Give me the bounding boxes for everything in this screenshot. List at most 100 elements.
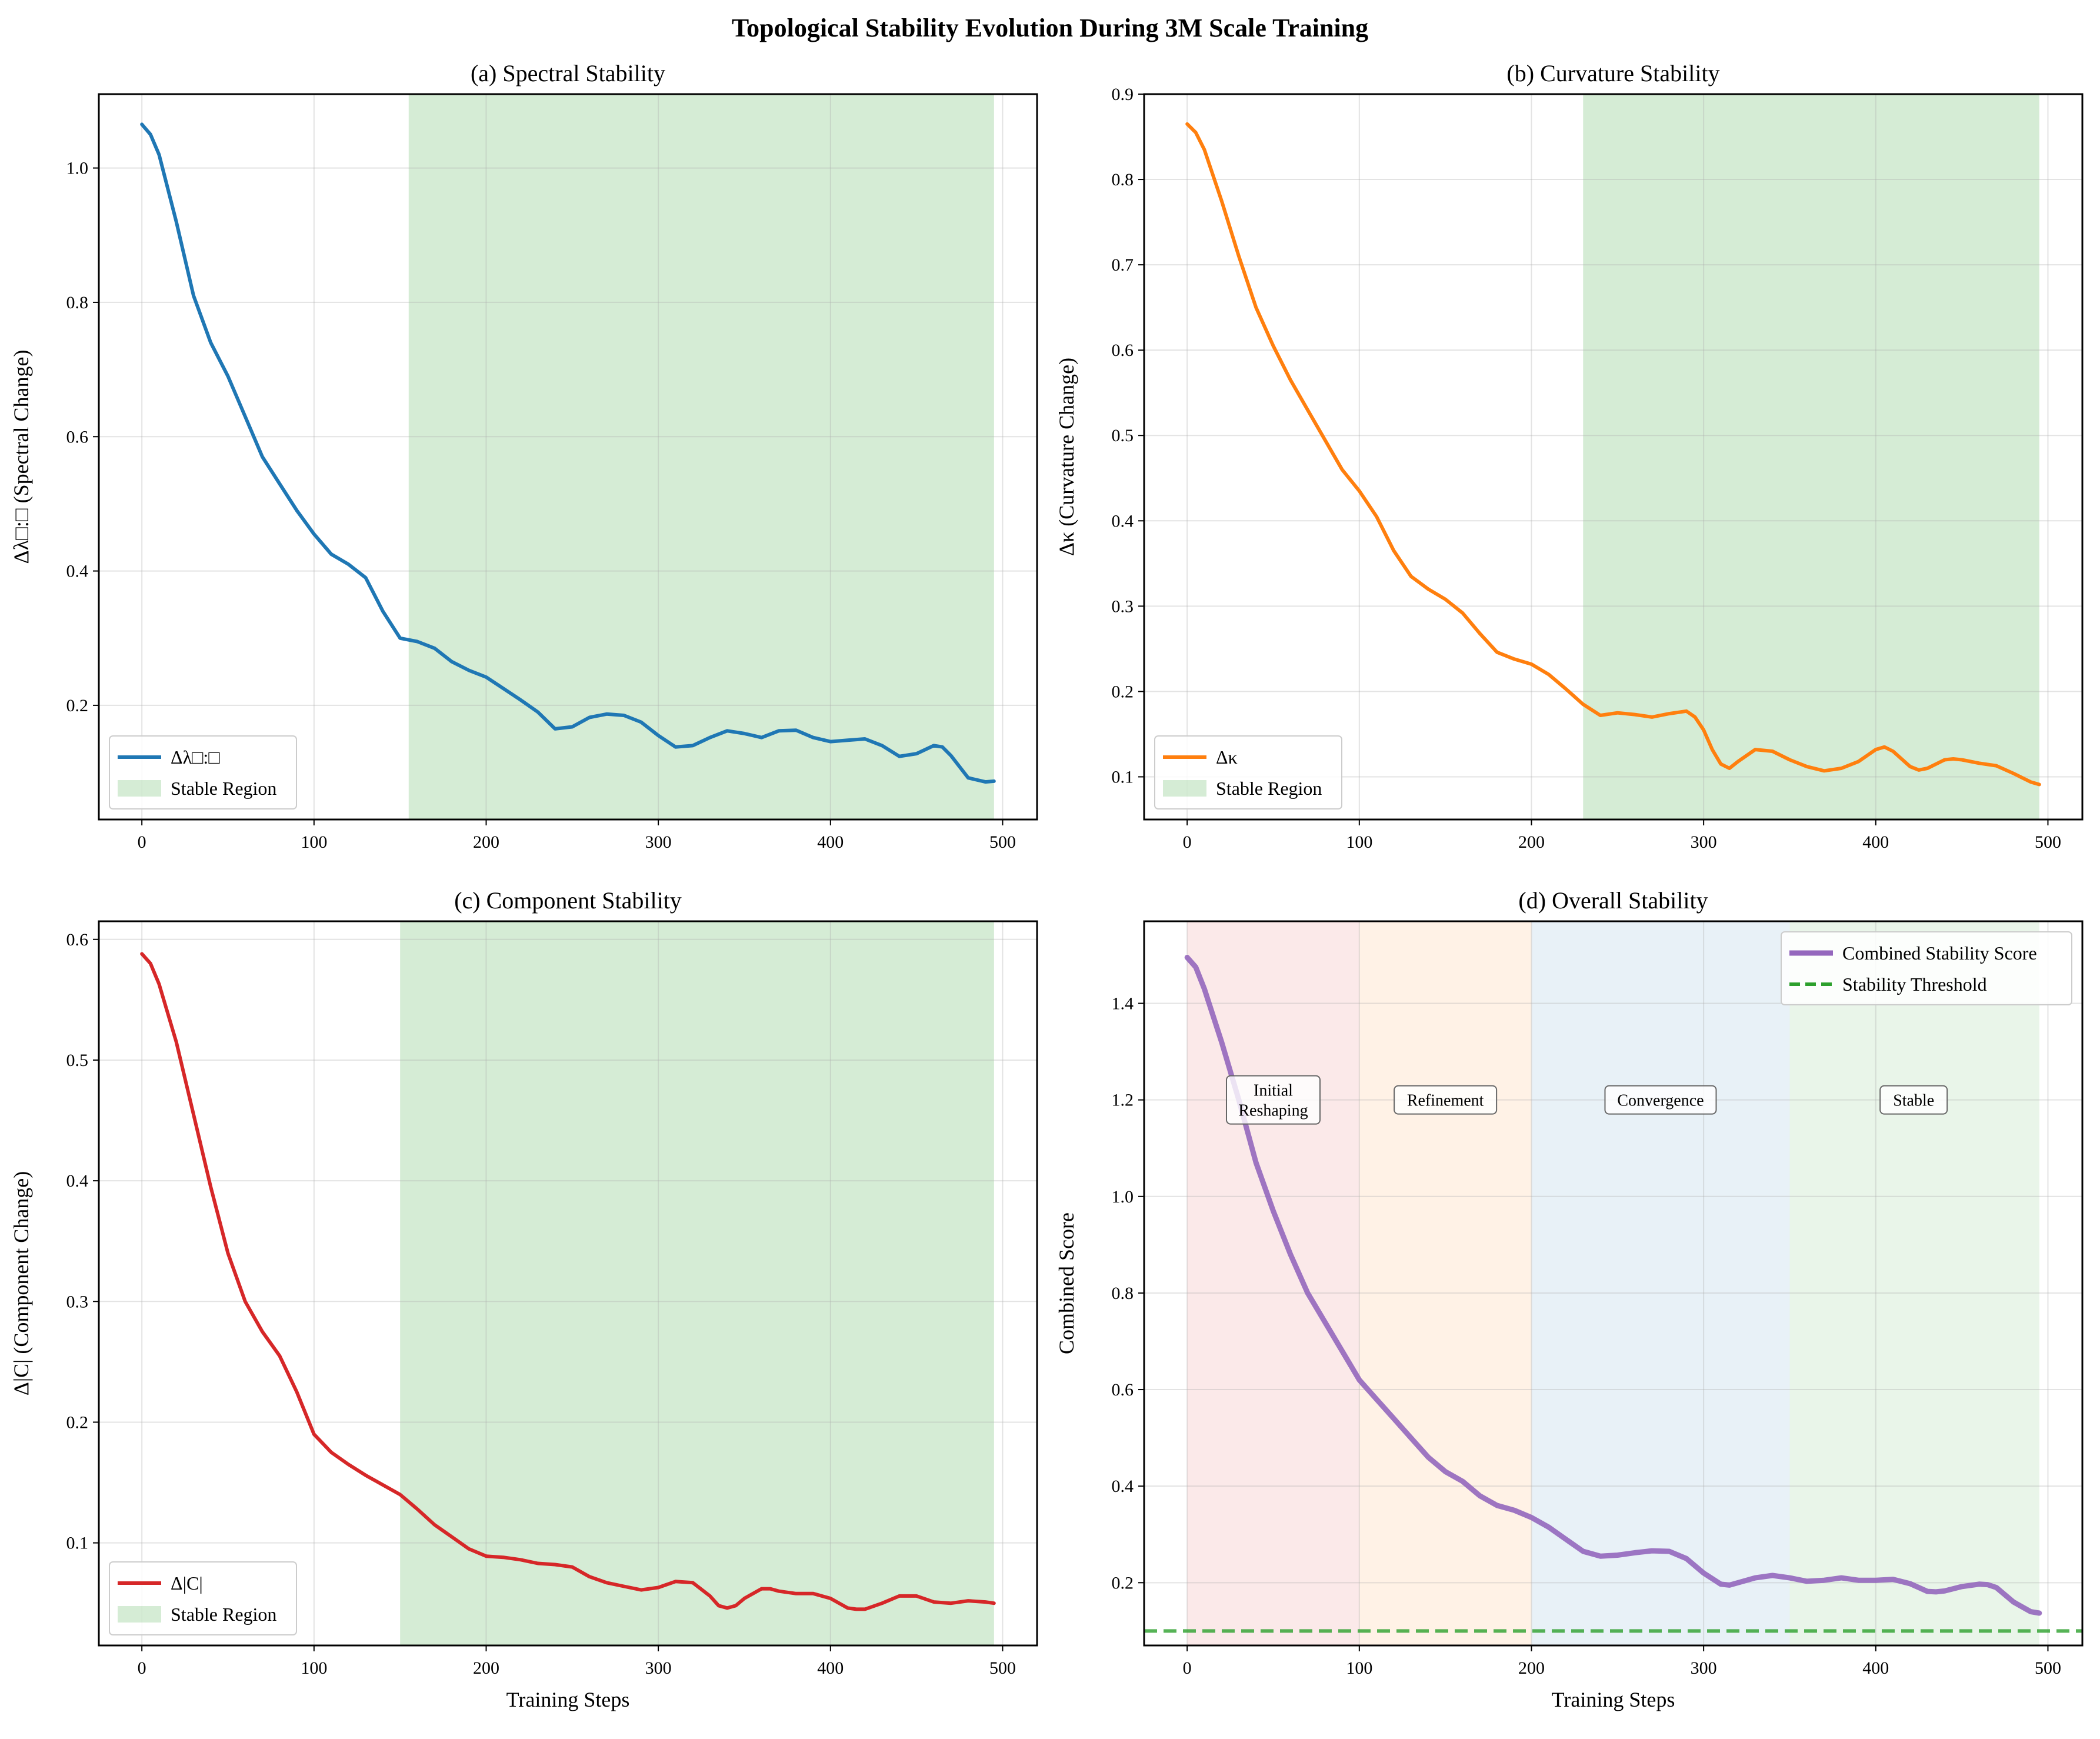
x-tick-label: 300 [1691, 1658, 1717, 1678]
y-tick-label: 0.6 [1112, 1380, 1134, 1400]
shaded-region-0 [1583, 94, 2039, 819]
x-tick-label: 0 [138, 1658, 146, 1678]
y-tick-label: 0.4 [66, 562, 89, 581]
y-axis-label: Δλ□:□ (Spectral Change) [9, 350, 33, 564]
y-tick-label: 0.3 [1112, 597, 1134, 616]
y-tick-label: 0.3 [66, 1292, 89, 1311]
legend-frame [1781, 931, 2072, 1005]
x-tick-label: 200 [473, 832, 499, 852]
phase-label-text: Refinement [1407, 1092, 1484, 1110]
x-tick-label: 0 [1183, 1658, 1192, 1678]
axes-frame [1143, 93, 2084, 821]
y-tick-label: 1.2 [1112, 1091, 1134, 1110]
x-tick-label: 400 [817, 1658, 844, 1678]
series-line-0 [140, 952, 996, 1611]
y-tick-label: 1.0 [1112, 1187, 1134, 1207]
figure-suptitle: Topological Stability Evolution During 3… [732, 14, 1368, 42]
x-tick-label: 500 [989, 832, 1016, 852]
axes-frame [98, 920, 1038, 1647]
series-line-0 [1185, 122, 2041, 787]
x-tick-label: 100 [1346, 1658, 1372, 1678]
legend-label: Stability Threshold [1842, 974, 1987, 995]
x-tick-label: 300 [1691, 832, 1717, 852]
shaded-region-1 [1359, 921, 1532, 1645]
panel-title: (a) Spectral Stability [471, 60, 665, 86]
shaded-region-0 [1187, 921, 1359, 1645]
y-tick-label: 0.2 [1112, 682, 1134, 701]
phase-label-text: Reshaping [1238, 1102, 1308, 1120]
legend-label: Δ|C| [171, 1573, 203, 1594]
shaded-region-3 [1789, 921, 2039, 1645]
legend-patch-swatch [1163, 780, 1206, 797]
legend: Δκ Stable Region [1154, 735, 1342, 809]
axes-frame [1143, 920, 2084, 1647]
shaded-region-2 [1531, 921, 1790, 1645]
legend-patch-swatch [118, 1606, 161, 1623]
y-tick-label: 0.8 [66, 293, 89, 312]
y-tick-label: 1.0 [66, 159, 89, 178]
y-tick-label: 0.4 [66, 1171, 89, 1191]
x-tick-label: 200 [473, 1658, 499, 1678]
panel-component-stability: 0 100 200 300 400 500 0.1 0.2 0.3 0.4 0.5 0.6 (c) Co… [9, 887, 1038, 1711]
y-tick-label: 0.5 [1112, 426, 1134, 445]
y-tick-label: 0.2 [1112, 1573, 1134, 1593]
series-line-0 [1184, 955, 2042, 1616]
legend: Δλ□:□ Stable Region [109, 735, 297, 809]
y-axis-label: Combined Score [1055, 1212, 1078, 1354]
legend: Combined Stability Score Stability Thresh… [1781, 931, 2072, 1005]
phase-label-text: Initial [1254, 1082, 1293, 1100]
y-tick-label: 0.1 [66, 1534, 89, 1553]
panel-title: (b) Curvature Stability [1506, 60, 1719, 86]
y-tick-label: 0.4 [1112, 1477, 1134, 1496]
legend-label: Stable Region [171, 778, 276, 799]
x-tick-label: 400 [1862, 832, 1889, 852]
y-axis-label: Δκ (Curvature Change) [1055, 358, 1078, 556]
y-tick-label: 1.4 [1112, 994, 1134, 1014]
y-tick-label: 0.8 [1112, 1284, 1134, 1303]
axes-frame [98, 93, 1038, 821]
panel-spectral-stability: 0 100 200 300 400 500 0.2 0.4 0.6 0.8 1.0 (a) Spect… [9, 60, 1038, 852]
x-tick-label: 300 [645, 832, 672, 852]
y-tick-label: 0.4 [1112, 511, 1134, 531]
x-tick-label: 300 [645, 1658, 672, 1678]
phase-label-box [1225, 1075, 1321, 1125]
x-tick-label: 400 [817, 832, 844, 852]
legend-label: Stable Region [1216, 778, 1322, 799]
phase-label-box [1879, 1085, 1948, 1115]
x-tick-label: 500 [2035, 1658, 2061, 1678]
y-tick-label: 0.8 [1112, 170, 1134, 189]
x-tick-label: 200 [1518, 832, 1545, 852]
shaded-region-0 [408, 94, 994, 819]
x-tick-label: 100 [301, 832, 327, 852]
x-tick-label: 200 [1518, 1658, 1545, 1678]
panel-overall-stability: 0 100 200 300 400 500 0.2 0.4 0.6 0.8 1.0 1.2 1.4 (d)… [1055, 887, 2084, 1711]
panel-title: (c) Component Stability [454, 887, 682, 914]
legend-patch-swatch [118, 780, 161, 797]
x-tick-label: 0 [1183, 832, 1192, 852]
y-tick-label: 0.5 [66, 1051, 89, 1070]
legend-label: Δκ [1216, 747, 1238, 768]
phase-label-box [1394, 1085, 1498, 1115]
phase-label-box [1604, 1085, 1717, 1115]
x-tick-label: 500 [2035, 832, 2061, 852]
legend-label: Δλ□:□ [171, 747, 220, 768]
x-axis-label: Training Steps [506, 1688, 630, 1711]
x-tick-label: 100 [301, 1658, 327, 1678]
y-tick-label: 0.1 [1112, 767, 1134, 787]
y-axis-label: Δ|C| (Component Change) [9, 1171, 33, 1396]
shaded-region-0 [400, 921, 994, 1645]
y-tick-label: 0.6 [66, 930, 89, 950]
legend-label: Stable Region [171, 1604, 276, 1625]
x-axis-label: Training Steps [1552, 1688, 1675, 1711]
phase-label-text: Stable [1893, 1092, 1934, 1110]
legend-frame [1154, 735, 1342, 809]
x-tick-label: 500 [989, 1658, 1016, 1678]
series-line-0 [140, 122, 996, 784]
y-tick-label: 0.6 [1112, 341, 1134, 360]
panel-title: (d) Overall Stability [1518, 887, 1708, 914]
phase-label-text: Convergence [1617, 1092, 1704, 1110]
x-tick-label: 400 [1862, 1658, 1889, 1678]
y-tick-label: 0.6 [66, 427, 89, 447]
legend-frame [109, 1561, 297, 1635]
